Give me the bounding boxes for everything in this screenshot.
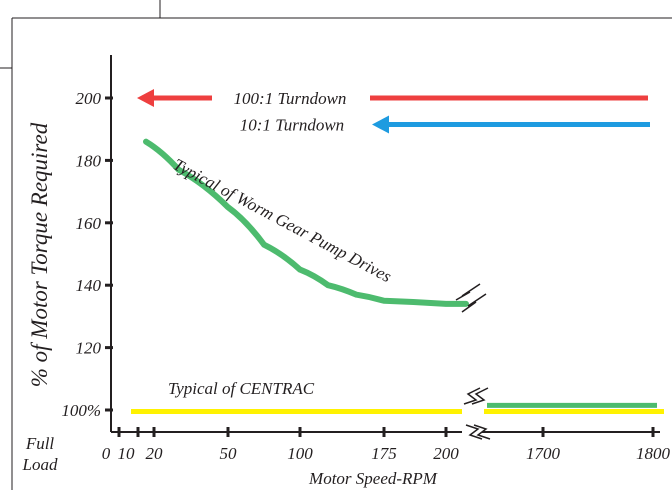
y-tick-label: 200 xyxy=(76,89,102,108)
series-group xyxy=(131,138,664,415)
y-tick-label: 140 xyxy=(76,276,102,295)
worm-gear-break-mark xyxy=(455,283,487,313)
x-tick-label: 200 xyxy=(433,444,459,463)
turndown-annotations: 100:1 Turndown 10:1 Turndown xyxy=(137,89,650,135)
x-tick-label: 100 xyxy=(287,444,313,463)
turndown-10-arrowhead xyxy=(372,115,389,134)
x-tick-label: 10 xyxy=(118,444,136,463)
y-axis-ticks: 100% 120 140 160 180 200 xyxy=(61,89,113,420)
turndown-10-label: 10:1 Turndown xyxy=(240,116,344,135)
x-tick-label: 50 xyxy=(220,444,238,463)
full-load-label-line2: Load xyxy=(22,455,58,474)
y-tick-label: 180 xyxy=(76,151,102,170)
y-tick-label: 120 xyxy=(76,339,102,358)
y-tick-label: 100% xyxy=(61,401,101,420)
y-axis-label: % of Motor Torque Required xyxy=(27,122,52,387)
x-tick-label: 1800 xyxy=(636,444,671,463)
worm-gear-curve xyxy=(143,138,469,307)
x-axis-ticks: 0 10 20 50 100 175 200 1700 1800 xyxy=(102,427,671,463)
x-tick-label: 1700 xyxy=(526,444,561,463)
turndown-100-label: 100:1 Turndown xyxy=(234,89,347,108)
x-axis-label: Motor Speed-RPM xyxy=(308,469,438,488)
axis-break-mark xyxy=(465,424,491,440)
y-tick-label: 160 xyxy=(76,214,102,233)
x-tick-label: 175 xyxy=(371,444,397,463)
centrac-break-mark xyxy=(463,387,489,405)
worm-gear-series-label: Typical of Worm Gear Pump Drives xyxy=(170,155,395,287)
centrac-series-label: Typical of CENTRAC xyxy=(168,379,315,398)
turndown-100-arrowhead xyxy=(137,89,154,107)
x-tick-label: 20 xyxy=(146,444,164,463)
x-tick-label: 0 xyxy=(102,444,111,463)
full-load-label-line1: Full xyxy=(25,434,55,453)
